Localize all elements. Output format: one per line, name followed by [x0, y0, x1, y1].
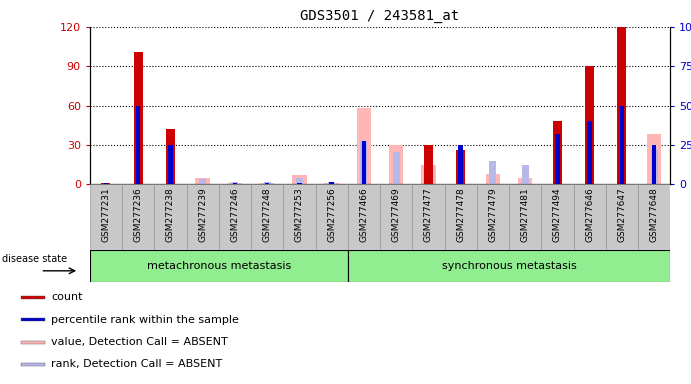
Bar [265, 183, 269, 184]
Bar [154, 184, 187, 250]
Bar [90, 184, 122, 250]
Text: GSM277647: GSM277647 [617, 188, 627, 242]
Bar [233, 183, 237, 184]
Text: value, Detection Call = ABSENT: value, Detection Call = ABSENT [51, 337, 228, 347]
Bar [328, 182, 335, 184]
Bar [251, 184, 283, 250]
Bar [489, 161, 496, 184]
Bar [541, 184, 574, 250]
Bar [21, 296, 44, 299]
Bar [522, 165, 529, 184]
Bar [348, 250, 670, 282]
Bar [458, 145, 463, 184]
Bar [136, 106, 140, 184]
Text: GSM277648: GSM277648 [650, 188, 659, 242]
Bar [292, 175, 307, 184]
Bar [392, 152, 399, 184]
Bar [389, 145, 404, 184]
Text: metachronous metastasis: metachronous metastasis [146, 261, 291, 271]
Text: GSM277646: GSM277646 [585, 188, 594, 242]
Bar [413, 184, 444, 250]
Bar [421, 165, 435, 184]
Bar [587, 121, 592, 184]
Text: GSM277246: GSM277246 [230, 188, 240, 242]
Bar [652, 145, 656, 184]
Bar [102, 183, 111, 184]
Bar [166, 129, 175, 184]
Bar [21, 363, 44, 366]
Text: synchronous metastasis: synchronous metastasis [442, 261, 576, 271]
Bar [444, 184, 477, 250]
Bar [122, 184, 154, 250]
Text: disease state: disease state [2, 254, 67, 265]
Bar [21, 318, 44, 321]
Bar [651, 149, 658, 184]
Bar [196, 178, 210, 184]
Bar [316, 184, 348, 250]
Text: rank, Detection Call = ABSENT: rank, Detection Call = ABSENT [51, 359, 223, 369]
Bar [104, 183, 108, 184]
Bar [574, 184, 606, 250]
Bar [380, 184, 413, 250]
Bar [617, 27, 627, 184]
Bar [260, 183, 274, 184]
Title: GDS3501 / 243581_at: GDS3501 / 243581_at [301, 9, 460, 23]
Bar [425, 158, 432, 184]
Bar [647, 134, 661, 184]
Text: GSM277469: GSM277469 [392, 188, 401, 242]
Bar [424, 145, 433, 184]
Bar [199, 179, 206, 184]
Text: GSM277238: GSM277238 [166, 188, 175, 242]
Text: count: count [51, 293, 83, 303]
Text: GSM277231: GSM277231 [102, 188, 111, 242]
Bar [620, 106, 624, 184]
Bar [227, 183, 242, 184]
Bar [330, 182, 334, 184]
Bar [357, 108, 371, 184]
Text: percentile rank within the sample: percentile rank within the sample [51, 315, 239, 325]
Bar [297, 183, 302, 184]
Text: GSM277253: GSM277253 [295, 188, 304, 242]
Text: GSM277239: GSM277239 [198, 188, 207, 242]
Text: GSM277481: GSM277481 [520, 188, 530, 242]
Bar [296, 178, 303, 184]
Bar [638, 184, 670, 250]
Bar [187, 184, 219, 250]
Bar [518, 178, 532, 184]
Bar [456, 150, 465, 184]
Bar [486, 174, 500, 184]
Bar [348, 184, 380, 250]
Text: GSM277477: GSM277477 [424, 188, 433, 242]
Text: GSM277478: GSM277478 [456, 188, 465, 242]
Bar [361, 141, 366, 184]
Bar [606, 184, 638, 250]
Text: GSM277256: GSM277256 [327, 188, 337, 242]
Bar [361, 141, 368, 184]
Bar [231, 182, 238, 184]
Bar [555, 134, 560, 184]
Bar [585, 66, 594, 184]
Text: GSM277466: GSM277466 [359, 188, 368, 242]
Bar [509, 184, 541, 250]
Bar [283, 184, 316, 250]
Bar [324, 183, 339, 184]
Text: GSM277479: GSM277479 [489, 188, 498, 242]
Text: GSM277494: GSM277494 [553, 188, 562, 242]
Bar [219, 184, 251, 250]
Text: GSM277248: GSM277248 [263, 188, 272, 242]
Bar [553, 121, 562, 184]
Bar [90, 250, 348, 282]
Bar [477, 184, 509, 250]
Bar [168, 145, 173, 184]
Text: GSM277236: GSM277236 [133, 188, 143, 242]
Bar [21, 341, 44, 344]
Bar [264, 182, 271, 184]
Bar [133, 52, 143, 184]
